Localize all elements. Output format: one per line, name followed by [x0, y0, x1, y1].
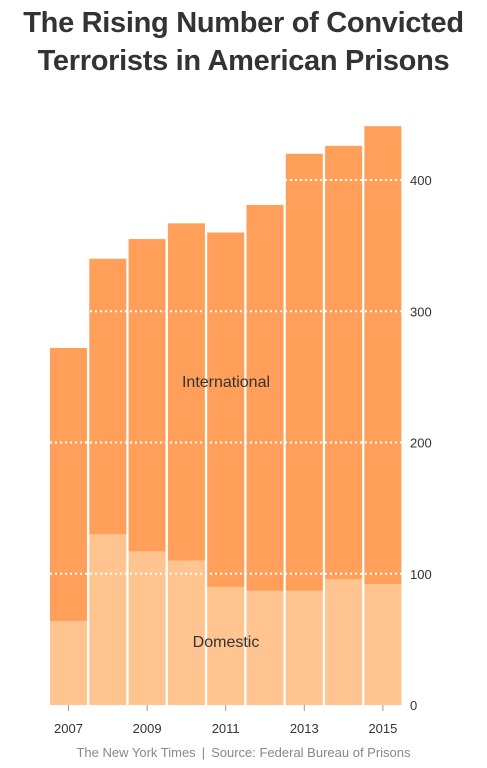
bar-domestic-2009: [128, 551, 166, 705]
footer-separator: |: [201, 745, 206, 760]
chart-title: The Rising Number of Convicted Terrorist…: [0, 4, 487, 80]
source-credit: Source: Federal Bureau of Prisons: [211, 745, 411, 760]
bar-domestic-2012: [246, 590, 284, 705]
x-tick-label-2015: 2015: [368, 721, 397, 736]
bars-group: [50, 126, 402, 705]
bar-international-2007: [50, 348, 87, 621]
x-tick-label-2009: 2009: [133, 721, 162, 736]
publisher-credit: The New York Times: [76, 745, 196, 760]
x-tick-label-2011: 2011: [212, 721, 240, 736]
y-tick-label-0: 0: [410, 698, 417, 713]
bar-international-2011: [207, 232, 245, 587]
bar-international-2014: [325, 145, 363, 579]
y-tick-label-400: 400: [410, 173, 432, 188]
bar-domestic-2014: [325, 579, 363, 705]
x-tick-label-2007: 2007: [54, 721, 83, 736]
bar-domestic-2010: [167, 560, 205, 705]
bar-domestic-2011: [207, 586, 245, 705]
source-line: The New York Times | Source: Federal Burea…: [0, 745, 487, 760]
bar-international-2010: [167, 223, 205, 561]
bar-international-2008: [89, 258, 127, 535]
series-label-domestic: Domestic: [193, 634, 260, 651]
bar-domestic-2008: [89, 534, 127, 705]
y-tick-label-100: 100: [410, 567, 432, 582]
chart-title-line-1: The Rising Number of Convicted: [23, 7, 464, 39]
stacked-bar-chart: 0 100 200 300 400 2007 2009 2011 2013 2015 Inter…: [50, 126, 432, 736]
bar-international-2012: [246, 204, 284, 591]
x-axis-ticks: 2007 2009 2011 2013 2015: [54, 705, 397, 736]
x-tick-label-2013: 2013: [290, 721, 319, 736]
gridlines-group: [50, 179, 404, 575]
bar-domestic-2013: [285, 590, 323, 705]
bar-international-2009: [128, 239, 166, 552]
chart-title-line-2: Terrorists in American Prisons: [37, 45, 450, 77]
y-tick-label-300: 300: [410, 304, 432, 319]
y-axis-ticks: 0 100 200 300 400: [410, 173, 432, 713]
bar-domestic-2015: [364, 584, 402, 705]
bar-international-2013: [285, 153, 323, 591]
bar-domestic-2007: [50, 621, 87, 705]
bar-international-2015: [364, 126, 402, 585]
y-tick-label-200: 200: [410, 436, 432, 451]
series-label-international: International: [182, 374, 270, 391]
